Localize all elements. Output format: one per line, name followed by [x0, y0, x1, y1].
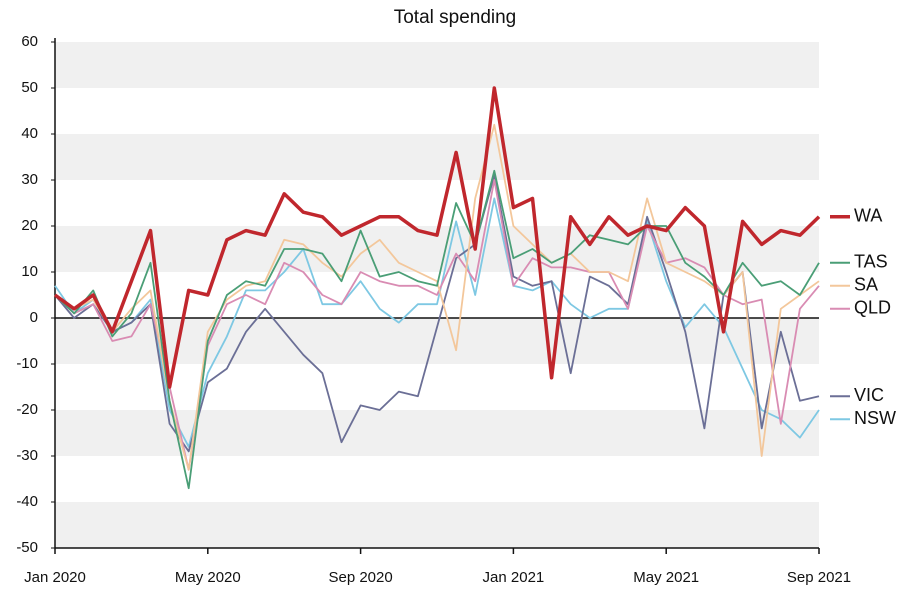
x-tick-label: Sep 2021 [787, 569, 851, 586]
legend-label: NSW [854, 408, 896, 428]
legend-label: VIC [854, 385, 884, 405]
y-tick-label: 60 [21, 33, 38, 50]
x-tick-label: Sep 2020 [328, 569, 392, 586]
x-tick-label: Jan 2020 [24, 569, 86, 586]
series-line [54, 197, 820, 448]
y-tick-label: 50 [21, 79, 38, 96]
series-line [54, 169, 820, 490]
legend-label: SA [854, 275, 878, 295]
y-tick-label: -50 [16, 539, 38, 556]
x-tick-label: May 2021 [633, 569, 699, 586]
y-tick-label: -30 [16, 447, 38, 464]
grid-band [55, 502, 819, 548]
x-tick-label: Jan 2021 [483, 569, 545, 586]
y-tick-label: 20 [21, 217, 38, 234]
legend-label: TAS [854, 252, 888, 272]
chart-title: Total spending [394, 7, 517, 28]
y-tick-label: 10 [21, 263, 38, 280]
y-tick-label: -40 [16, 493, 38, 510]
grid-band [55, 410, 819, 456]
y-tick-label: 40 [21, 125, 38, 142]
y-tick-label: 30 [21, 171, 38, 188]
series-line [54, 123, 820, 471]
y-tick-label: -10 [16, 355, 38, 372]
y-tick-label: -20 [16, 401, 38, 418]
grid-band [55, 42, 819, 88]
legend-label: QLD [854, 298, 891, 318]
legend-label: WA [854, 206, 882, 226]
grid-band [55, 134, 819, 180]
x-tick-label: May 2020 [175, 569, 241, 586]
series-line [54, 179, 820, 471]
y-tick-label: 0 [30, 309, 38, 326]
series-line [53, 86, 821, 389]
